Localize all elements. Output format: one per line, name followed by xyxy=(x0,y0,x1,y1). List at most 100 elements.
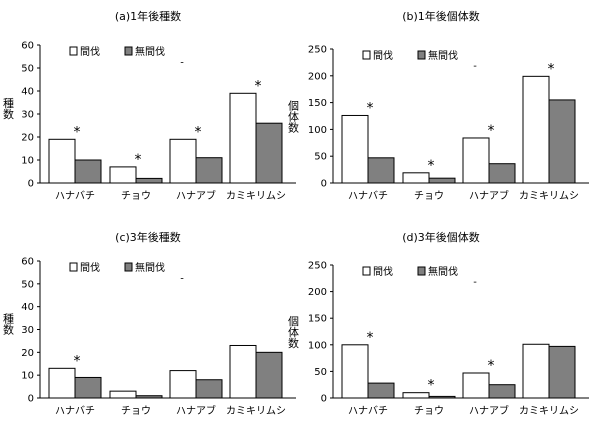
y-tick-label: 150 xyxy=(308,98,327,109)
x-category-label: カミキリムシ xyxy=(226,190,286,202)
significance-mark: * xyxy=(548,61,555,77)
significance-mark: * xyxy=(135,152,142,168)
y-tick-label: 100 xyxy=(308,125,327,136)
bar-unthinned xyxy=(367,157,395,184)
y-tick-label: 50 xyxy=(314,367,327,378)
bar-thinned xyxy=(229,344,257,399)
bar-unthinned xyxy=(428,395,456,399)
bar-unthinned xyxy=(488,163,516,184)
bar-unthinned xyxy=(74,159,102,184)
x-category-label: カミキリムシ xyxy=(226,405,286,417)
chart-title: (a)1年後種数 xyxy=(115,9,181,23)
significance-mark: * xyxy=(367,330,374,346)
legend-swatch xyxy=(362,50,371,60)
bar-unthinned xyxy=(428,177,456,184)
significance-mark: * xyxy=(428,378,435,394)
bar-unthinned xyxy=(195,157,223,184)
bar-thinned xyxy=(341,114,369,184)
y-tick-label: 30 xyxy=(21,110,34,121)
bar-thinned xyxy=(522,343,550,399)
y-tick-label: 30 xyxy=(21,325,34,336)
nonsignificant-mark: - xyxy=(473,61,477,72)
legend-label: 間伐 xyxy=(373,50,393,62)
legend-swatch xyxy=(124,46,133,56)
bar-unthinned xyxy=(74,376,102,399)
y-axis-label: 種数 xyxy=(2,96,15,120)
x-category-label: チョウ xyxy=(121,405,151,417)
bar-thinned xyxy=(169,138,197,184)
bar-thinned xyxy=(109,390,137,399)
legend-label: 無間伐 xyxy=(428,265,458,278)
x-category-label: ハナアブ xyxy=(469,404,509,417)
significance-mark: * xyxy=(74,353,81,369)
x-category-label: ハナバチ xyxy=(348,190,388,202)
x-category-label: カミキリムシ xyxy=(519,190,579,202)
chart-title: (c)3年後種数 xyxy=(115,230,181,244)
legend-swatch xyxy=(417,266,426,276)
bar-thinned xyxy=(462,137,490,184)
bar-unthinned xyxy=(255,122,283,184)
bar-unthinned xyxy=(135,177,163,184)
x-category-label: チョウ xyxy=(414,405,444,417)
x-category-label: カミキリムシ xyxy=(519,405,579,417)
bar-unthinned xyxy=(548,99,576,184)
x-category-label: チョウ xyxy=(121,190,151,202)
y-axis-label: 個体数 xyxy=(287,315,300,349)
significance-mark: * xyxy=(488,358,495,374)
y-axis-label: 個体数 xyxy=(287,100,300,134)
legend-swatch xyxy=(417,50,426,60)
y-tick-label: 50 xyxy=(21,64,34,75)
significance-mark: * xyxy=(255,78,262,94)
y-tick-label: 0 xyxy=(321,179,327,190)
y-tick-label: 0 xyxy=(28,179,34,190)
bar-unthinned xyxy=(135,395,163,399)
nonsignificant-mark: - xyxy=(180,274,184,285)
y-tick-label: 10 xyxy=(21,371,34,382)
y-tick-label: 200 xyxy=(308,71,327,82)
y-tick-label: 40 xyxy=(21,302,34,313)
significance-mark: * xyxy=(367,100,374,116)
significance-mark: * xyxy=(195,124,202,140)
legend-label: 無間伐 xyxy=(135,261,165,274)
bar-thinned xyxy=(402,392,430,399)
x-category-label: ハナバチ xyxy=(55,405,95,417)
nonsignificant-mark: - xyxy=(180,58,184,69)
y-tick-label: 100 xyxy=(308,340,327,351)
y-tick-label: 10 xyxy=(21,156,34,167)
bar-thinned xyxy=(109,166,137,184)
bar-thinned xyxy=(48,138,76,184)
nonsignificant-mark: - xyxy=(473,277,477,288)
x-category-label: ハナアブ xyxy=(469,189,509,202)
bar-thinned xyxy=(522,75,550,184)
chart-title: (b)1年後個体数 xyxy=(402,9,480,23)
y-tick-label: 60 xyxy=(21,257,34,268)
bar-thinned xyxy=(341,344,369,399)
y-tick-label: 0 xyxy=(321,394,327,405)
y-tick-label: 20 xyxy=(21,133,34,144)
bar-thinned xyxy=(229,92,257,184)
y-tick-label: 50 xyxy=(314,152,327,163)
bar-thinned xyxy=(48,367,76,399)
x-category-label: ハナバチ xyxy=(348,405,388,417)
bar-unthinned xyxy=(548,345,576,399)
legend-swatch xyxy=(124,262,133,272)
y-tick-label: 150 xyxy=(308,314,327,325)
y-tick-label: 250 xyxy=(308,261,327,272)
y-tick-label: 0 xyxy=(28,394,34,405)
bar-unthinned xyxy=(255,351,283,399)
legend-swatch xyxy=(69,46,78,56)
legend-label: 無間伐 xyxy=(135,45,165,58)
legend-label: 無間伐 xyxy=(428,49,458,62)
bar-thinned xyxy=(402,172,430,184)
bar-thinned xyxy=(462,372,490,399)
legend-label: 間伐 xyxy=(373,266,393,278)
y-tick-label: 40 xyxy=(21,87,34,98)
significance-mark: * xyxy=(428,158,435,174)
significance-mark: * xyxy=(74,124,81,140)
bar-thinned xyxy=(169,370,197,399)
